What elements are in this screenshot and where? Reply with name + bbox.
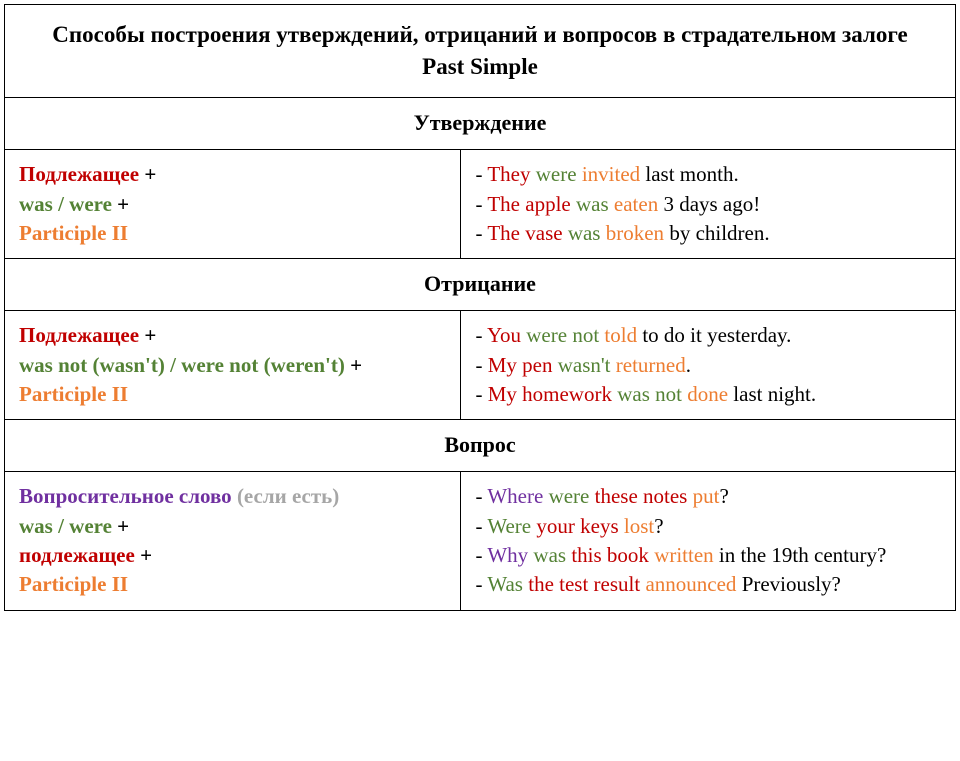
example-token: the test result: [523, 572, 640, 596]
formula-token: +: [112, 192, 129, 216]
section-heading: Отрицание: [5, 259, 956, 311]
example-line: - The vase was broken by children.: [475, 219, 941, 248]
example-token: was: [528, 543, 566, 567]
example-token: put: [687, 484, 719, 508]
example-token: these notes: [589, 484, 687, 508]
example-token: ?: [654, 514, 663, 538]
bullet: -: [475, 543, 487, 567]
example-token: Where: [487, 484, 543, 508]
formula-cell: Подлежащее +was / were +Participle II: [5, 150, 461, 259]
formula-token: Participle II: [19, 382, 128, 406]
formula-token: Participle II: [19, 221, 128, 245]
formula-token: +: [139, 162, 156, 186]
example-token: last night.: [728, 382, 816, 406]
example-token: in the 19th century?: [714, 543, 887, 567]
example-token: were: [543, 484, 589, 508]
example-token: You: [487, 323, 521, 347]
example-token: last month.: [640, 162, 739, 186]
example-token: The vase: [487, 221, 562, 245]
bullet: -: [475, 382, 487, 406]
formula-token: (если есть): [232, 484, 340, 508]
example-line: - Was the test result announced Previous…: [475, 570, 941, 599]
formula-token: was / were: [19, 514, 112, 538]
formula-token: Подлежащее: [19, 162, 139, 186]
example-line: - You were not told to do it yesterday.: [475, 321, 941, 350]
formula-token: Подлежащее: [19, 323, 139, 347]
example-token: My pen: [488, 353, 553, 377]
example-token: was: [563, 221, 601, 245]
example-token: wasn't: [552, 353, 610, 377]
example-token: to do it yesterday.: [637, 323, 791, 347]
example-token: told: [599, 323, 637, 347]
example-token: returned: [611, 353, 686, 377]
example-token: lost: [619, 514, 655, 538]
example-token: announced: [640, 572, 736, 596]
examples-cell: - You were not told to do it yesterday.-…: [461, 311, 956, 420]
example-token: eaten: [609, 192, 659, 216]
bullet: -: [475, 162, 487, 186]
example-token: done: [682, 382, 728, 406]
example-token: .: [686, 353, 691, 377]
example-token: The apple: [487, 192, 570, 216]
example-line: - The apple was eaten 3 days ago!: [475, 190, 941, 219]
formula-token: +: [345, 353, 362, 377]
examples-cell: - They were invited last month.- The app…: [461, 150, 956, 259]
formula-token: was not (wasn't) / were not (weren't): [19, 353, 345, 377]
example-token: this book: [566, 543, 649, 567]
example-line: - Why was this book written in the 19th …: [475, 541, 941, 570]
example-token: were not: [521, 323, 599, 347]
formula-token: +: [112, 514, 129, 538]
example-line: - Were your keys lost?: [475, 512, 941, 541]
example-token: were: [531, 162, 577, 186]
bullet: -: [475, 221, 487, 245]
example-token: Why: [487, 543, 528, 567]
example-token: was not: [612, 382, 682, 406]
example-token: Was: [487, 572, 523, 596]
example-line: - Where were these notes put?: [475, 482, 941, 511]
example-token: your keys: [531, 514, 619, 538]
bullet: -: [475, 353, 487, 377]
formula-token: Вопросительное слово: [19, 484, 232, 508]
example-token: written: [649, 543, 714, 567]
example-line: - They were invited last month.: [475, 160, 941, 189]
bullet: -: [475, 514, 487, 538]
bullet: -: [475, 484, 487, 508]
bullet: -: [475, 572, 487, 596]
formula-token: +: [139, 323, 156, 347]
example-token: My homework: [488, 382, 612, 406]
formula-token: was / were: [19, 192, 112, 216]
formula-token: Participle II: [19, 572, 128, 596]
example-line: - My pen wasn't returned.: [475, 351, 941, 380]
formula-token: подлежащее: [19, 543, 135, 567]
formula-token: +: [135, 543, 152, 567]
example-token: broken: [600, 221, 664, 245]
table-title: Способы построения утверждений, отрицани…: [5, 5, 956, 98]
formula-cell: Подлежащее +was not (wasn't) / were not …: [5, 311, 461, 420]
example-token: They: [487, 162, 530, 186]
example-line: - My homework was not done last night.: [475, 380, 941, 409]
bullet: -: [475, 192, 487, 216]
grammar-table-container: Способы построения утверждений, отрицани…: [4, 4, 956, 611]
section-heading: Утверждение: [5, 98, 956, 150]
example-token: 3 days ago!: [658, 192, 760, 216]
example-token: ?: [719, 484, 728, 508]
formula-cell: Вопросительное слово (если есть) was / we…: [5, 472, 461, 611]
grammar-table: Способы построения утверждений, отрицани…: [4, 4, 956, 611]
example-token: invited: [577, 162, 641, 186]
examples-cell: - Where were these notes put?- Were your…: [461, 472, 956, 611]
example-token: was: [571, 192, 609, 216]
example-token: Were: [487, 514, 531, 538]
section-heading: Вопрос: [5, 420, 956, 472]
example-token: Previously?: [736, 572, 840, 596]
bullet: -: [475, 323, 486, 347]
example-token: by children.: [664, 221, 770, 245]
